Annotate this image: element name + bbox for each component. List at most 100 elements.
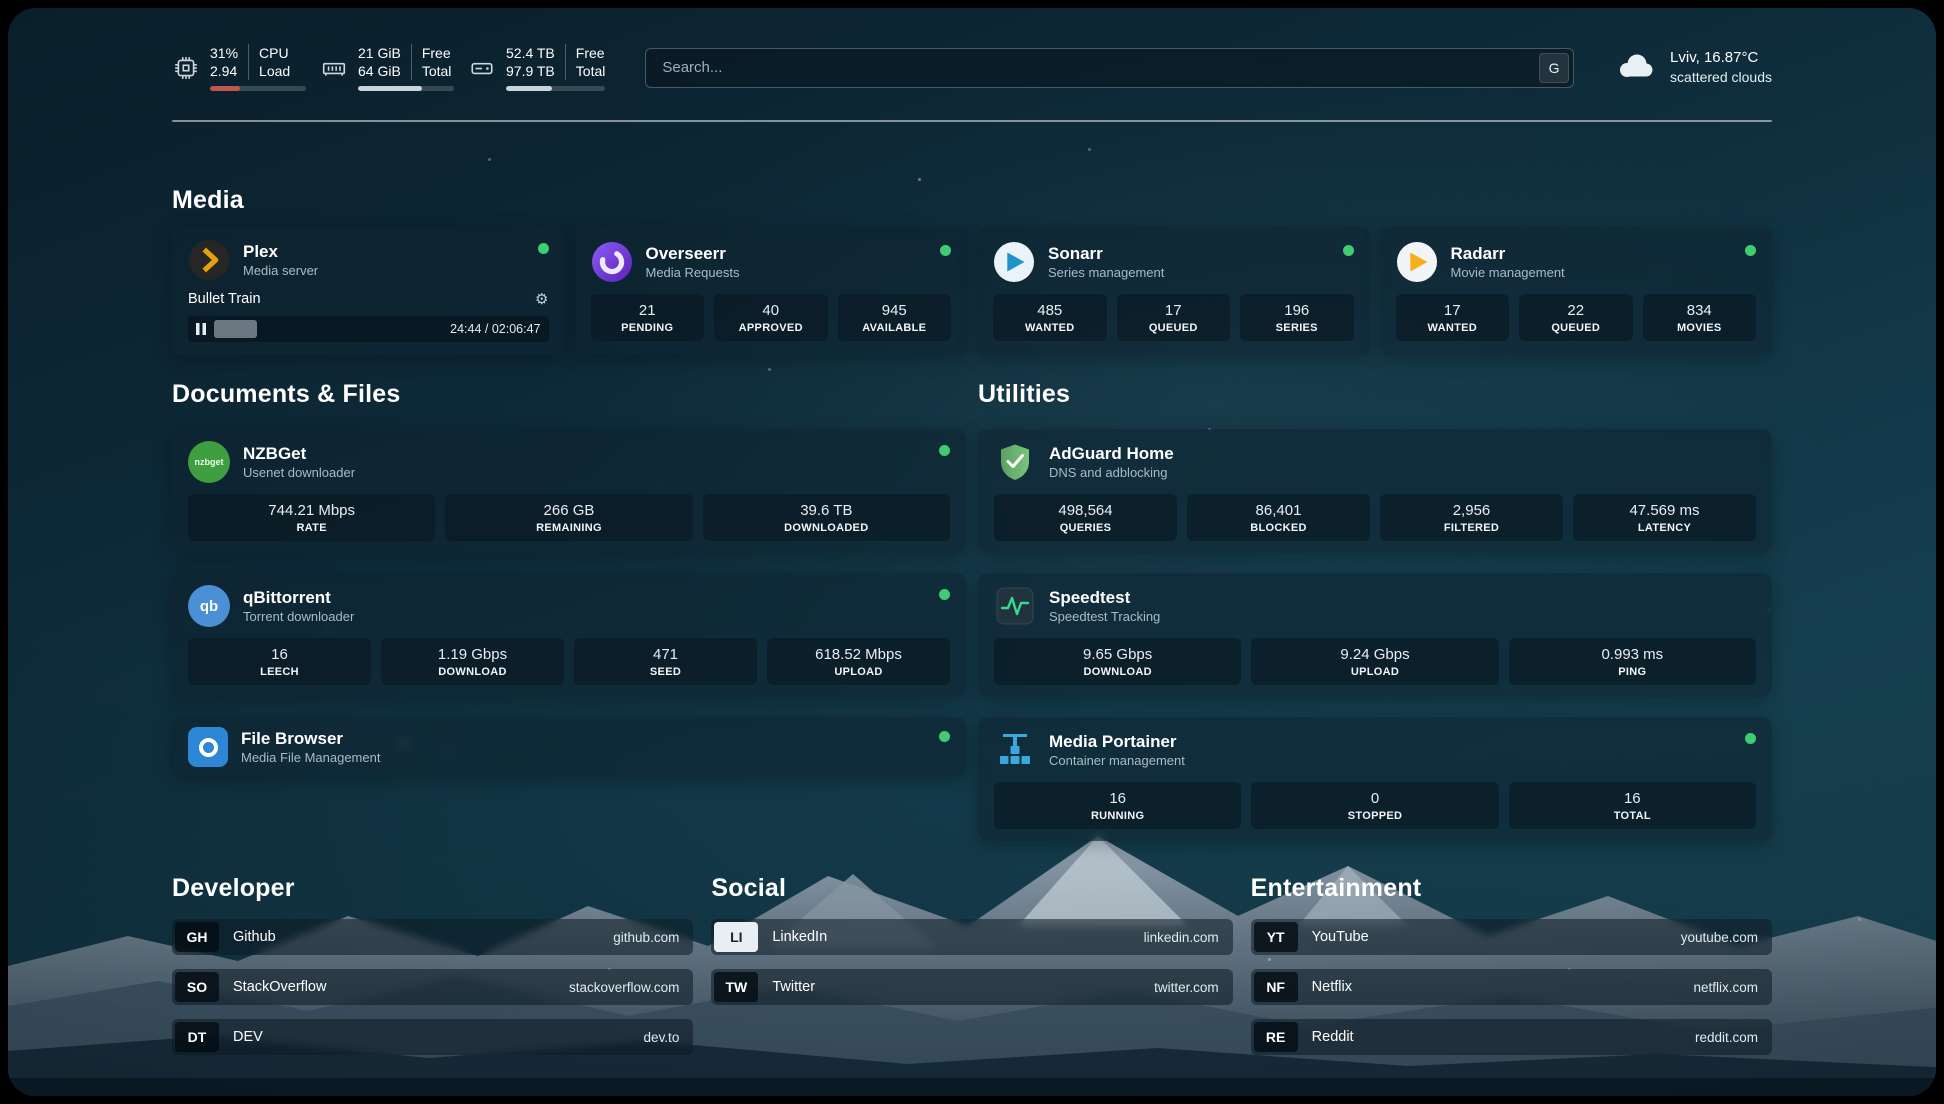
app-card-overseerr[interactable]: Overseerr Media Requests 21 PENDING 40 A…	[574, 227, 967, 355]
sonarr-icon	[993, 241, 1035, 283]
app-subtitle: Media File Management	[241, 749, 381, 765]
stat-value: 498,564	[1058, 502, 1113, 519]
bookmark-twitter[interactable]: TW Twitter twitter.com	[711, 969, 1233, 1005]
app-name: AdGuard Home	[1049, 443, 1174, 463]
stat-label: AVAILABLE	[862, 322, 927, 334]
stat-approved: 40 APPROVED	[714, 294, 828, 341]
overseerr-icon	[591, 241, 633, 283]
system-stats-group: 31% 2.94 CPU Load	[172, 44, 606, 92]
ram-icon	[320, 55, 348, 81]
divider	[410, 44, 412, 81]
stat-value: 39.6 TB	[800, 502, 853, 519]
bookmark-name: StackOverflow	[233, 979, 327, 995]
stat-value: 945	[881, 302, 907, 319]
stat-label: STOPPED	[1347, 810, 1403, 822]
dashboard-frame: 31% 2.94 CPU Load	[8, 8, 1936, 1096]
disk-total: 97.9 TB	[506, 63, 555, 80]
cpu-percent: 31%	[210, 45, 239, 61]
app-card-nzbget[interactable]: nzbget NZBGet Usenet downloader 744.21 M…	[172, 429, 966, 553]
section-title-utilities: Utilities	[978, 380, 1071, 408]
bookmark-name: DEV	[233, 1029, 263, 1045]
pause-icon[interactable]	[196, 323, 206, 335]
netflix-icon: NF	[1253, 972, 1298, 1002]
stat-leech: 16 LEECH	[188, 638, 371, 685]
section-documents: Documents & Files nzbget NZBGet Usenet d…	[172, 380, 966, 777]
stat-label: MOVIES	[1676, 322, 1722, 334]
radarr-icon	[1396, 241, 1438, 283]
app-card-sonarr[interactable]: Sonarr Series management 485 WANTED 17 Q…	[977, 227, 1370, 355]
bookmark-youtube[interactable]: YT YouTube youtube.com	[1250, 919, 1772, 955]
app-subtitle: Series management	[1048, 264, 1165, 280]
stat-value: 9.65 Gbps	[1083, 646, 1153, 663]
cpu-load-value: 2.94	[210, 63, 238, 80]
cpu-chip-icon	[172, 55, 200, 81]
stat-label: DOWNLOADED	[784, 522, 869, 534]
media-grid: Plex Media server Bullet Train ⚙	[172, 227, 1772, 355]
settings-gear-icon[interactable]: ⚙	[535, 291, 549, 308]
bookmark-url: stackoverflow.com	[569, 979, 680, 995]
bookmark-linkedin[interactable]: LI LinkedIn linkedin.com	[711, 919, 1233, 955]
app-card-portainer[interactable]: Media Portainer Container management 16 …	[978, 717, 1772, 841]
bookmark-url: dev.to	[643, 1029, 680, 1045]
bookmarks-developer: Developer GH Github github.com SO StackO…	[172, 874, 694, 1055]
qbittorrent-icon: qb	[188, 585, 230, 627]
stat-wanted: 485 WANTED	[993, 294, 1107, 341]
stat-latency: 47.569 ms LATENCY	[1573, 494, 1756, 541]
search-input[interactable]	[645, 47, 1575, 88]
ram-progress-bar	[358, 86, 454, 92]
ram-progress-fill	[358, 86, 423, 92]
app-card-speedtest[interactable]: Speedtest Speedtest Tracking 9.65 Gbps D…	[978, 573, 1772, 697]
ram-label-free: Free	[421, 45, 451, 61]
app-card-qbittorrent[interactable]: qb qBittorrent Torrent downloader 16 LEE…	[172, 573, 966, 697]
bookmark-dev[interactable]: DT DEV dev.to	[172, 1019, 694, 1055]
bookmark-stackoverflow[interactable]: SO StackOverflow stackoverflow.com	[172, 969, 694, 1005]
stat-total: 16 TOTAL	[1508, 782, 1756, 829]
stat-value: 744.21 Mbps	[268, 502, 356, 519]
stat-label: RATE	[296, 522, 327, 534]
twitter-icon: TW	[714, 972, 759, 1002]
stat-value: 40	[762, 302, 780, 319]
speedtest-icon	[994, 585, 1036, 627]
portainer-icon	[994, 729, 1036, 771]
bookmark-url: youtube.com	[1680, 929, 1758, 945]
stat-label: PING	[1618, 666, 1647, 678]
section-title-developer: Developer	[172, 874, 295, 902]
status-dot-online	[939, 589, 950, 600]
bookmarks-entertainment: Entertainment YT YouTube youtube.com NF …	[1250, 874, 1772, 1055]
stat-label: SERIES	[1275, 322, 1318, 334]
stat-value: 1.19 Gbps	[437, 646, 508, 663]
status-dot-online	[939, 445, 950, 456]
app-subtitle: Media Requests	[645, 264, 740, 280]
ram-label-total: Total	[421, 63, 452, 80]
plex-player-bar[interactable]: 24:44 / 02:06:47	[188, 316, 549, 342]
app-subtitle: DNS and adblocking	[1049, 464, 1168, 480]
app-subtitle: Torrent downloader	[243, 608, 355, 624]
stat-label: LATENCY	[1637, 522, 1692, 534]
stackoverflow-icon: SO	[175, 972, 219, 1002]
disk-progress-bar	[506, 86, 606, 92]
search-engine-button[interactable]: G	[1539, 52, 1570, 83]
stat-ping: 0.993 ms PING	[1508, 638, 1756, 685]
weather-condition: scattered clouds	[1670, 69, 1772, 86]
stat-value: 196	[1284, 302, 1310, 319]
app-card-filebrowser[interactable]: File Browser Media File Management	[172, 717, 966, 777]
stat-label: RUNNING	[1090, 810, 1145, 822]
stat-value: 2,956	[1452, 502, 1491, 519]
app-name: qBittorrent	[243, 587, 331, 607]
bookmark-github[interactable]: GH Github github.com	[172, 919, 694, 955]
stat-label: FILTERED	[1443, 522, 1500, 534]
app-subtitle: Speedtest Tracking	[1049, 608, 1161, 624]
stat-label: WANTED	[1427, 322, 1477, 334]
stat-value: 47.569 ms	[1629, 502, 1700, 519]
playback-track[interactable]	[214, 320, 442, 338]
app-card-adguard[interactable]: AdGuard Home DNS and adblocking 498,564 …	[978, 429, 1772, 553]
youtube-icon: YT	[1253, 922, 1298, 952]
bookmark-netflix[interactable]: NF Netflix netflix.com	[1250, 969, 1772, 1005]
app-card-plex[interactable]: Plex Media server Bullet Train ⚙	[172, 227, 565, 355]
stat-upload: 618.52 Mbps UPLOAD	[767, 638, 950, 685]
nzbget-icon: nzbget	[188, 441, 230, 483]
status-dot-online	[1745, 733, 1756, 744]
stat-pending: 21 PENDING	[590, 294, 704, 341]
app-card-radarr[interactable]: Radarr Movie management 17 WANTED 22 QUE…	[1379, 227, 1772, 355]
bookmark-reddit[interactable]: RE Reddit reddit.com	[1250, 1019, 1772, 1055]
